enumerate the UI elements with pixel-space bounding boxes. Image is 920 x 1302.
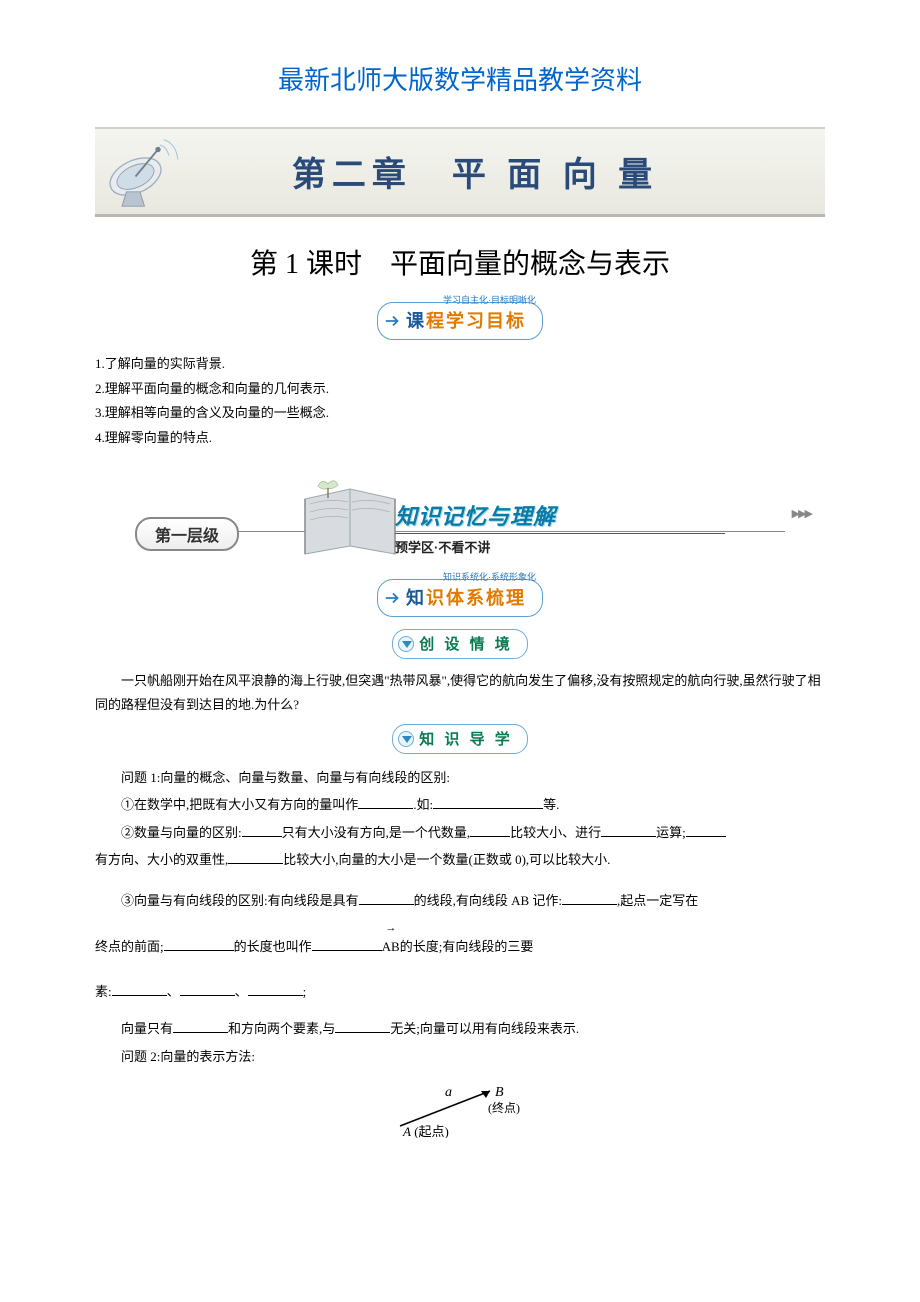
down-triangle-icon: [398, 731, 414, 747]
sub-header-1: 创 设 情 境: [95, 629, 825, 659]
fig-label-B: B: [495, 1085, 504, 1100]
goals-badge: 学习自主化·目标明晰化 课程学习目标: [95, 302, 825, 340]
tier-banner: ▶▶▶ 第一层级 知识记忆与理解 预学区·不看不讲: [95, 469, 825, 569]
objective-item: 3.理解相等向量的含义及向量的一些概念.: [95, 401, 825, 426]
q1-l4b: 的长度也叫作: [234, 939, 312, 954]
q1-l6a: 向量只有: [121, 1021, 173, 1036]
q1-l2d: 运算;: [656, 825, 686, 840]
q2-title: 问题 2:向量的表示方法:: [95, 1043, 825, 1070]
fig-end: (终点): [488, 1100, 520, 1115]
blank: [359, 892, 414, 905]
q1-l2c: 比较大小、进行: [510, 825, 601, 840]
q1-l2a: ②数量与向量的区别:: [95, 819, 242, 846]
book-icon: [290, 474, 410, 569]
question-1-line3: ③向量与有向线段的区别:有向线段是具有 的线段,有向线段 AB 记作: ,起点一定写…: [95, 887, 825, 914]
tier-right-title: 知识记忆与理解: [395, 499, 725, 531]
scenario-para: 一只帆船刚开始在风平浪静的海上行驶,但突遇"热带风暴",使得它的航向发生了偏移,…: [95, 669, 825, 718]
down-triangle-icon: [398, 636, 414, 652]
blank: [242, 824, 282, 837]
system-sup: 知识系统化·系统形象化: [443, 570, 536, 583]
q1-l2e: 有方向、大小的双重性,: [95, 852, 228, 867]
blank: [562, 892, 617, 905]
top-title: 最新北师大版数学精品教学资料: [95, 60, 825, 97]
blank: [248, 983, 303, 996]
blank: [686, 824, 726, 837]
fig-label-a: a: [445, 1085, 452, 1100]
q1-l6c: 无关;向量可以用有向线段来表示.: [390, 1021, 579, 1036]
goals-sup: 学习自主化·目标明晰化: [443, 293, 536, 306]
vector-figure: a B (终点) A (起点): [95, 1078, 825, 1143]
fig-start: A (起点): [402, 1124, 449, 1138]
system-main: 知识体系梳理: [406, 588, 526, 608]
lesson-title: 第 1 课时 平面向量的概念与表示: [95, 242, 825, 282]
q1-l4c: 的长度;有向线段的三要: [400, 939, 534, 954]
blank: [335, 1020, 390, 1033]
blank: [358, 796, 413, 809]
system-badge: 知识系统化·系统形象化 知识体系梳理: [95, 579, 825, 617]
q1-l3a: ③向量与有向线段的区别:有向线段是具有: [95, 887, 359, 914]
goals-pre: 课: [406, 311, 426, 331]
objective-item: 4.理解零向量的特点.: [95, 426, 825, 451]
arrow-icon: [384, 312, 402, 330]
vector-AB: AB: [382, 933, 400, 960]
q1-l4a: 终点的前面;: [95, 939, 164, 954]
objective-item: 2.理解平面向量的概念和向量的几何表示.: [95, 377, 825, 402]
question-1-line6: 向量只有 和方向两个要素,与 无关;向量可以用有向线段来表示. 问题 2:向量的表示…: [95, 1015, 825, 1070]
objectives-list: 1.了解向量的实际背景. 2.理解平面向量的概念和向量的几何表示. 3.理解相等…: [95, 352, 825, 451]
sub-header-2: 知 识 导 学: [95, 724, 825, 754]
q1-l2b: 只有大小没有方向,是一个代数量,: [282, 825, 471, 840]
blank: [470, 824, 510, 837]
goals-accent: 程学习目标: [426, 311, 526, 331]
q1-l2f: 比较大小,向量的大小是一个数量(正数或 0),可以比较大小.: [283, 852, 610, 867]
sub2-text: 知 识 导 学: [419, 731, 513, 748]
question-1-line5: 素:、、;: [95, 978, 825, 1005]
blank: [601, 824, 656, 837]
q1-l1a: ①在数学中,把既有大小又有方向的量叫作: [121, 797, 358, 812]
blank: [112, 983, 167, 996]
q1-l1c: 等.: [543, 797, 559, 812]
goals-main: 课程学习目标: [406, 311, 526, 331]
satellite-dish-icon: [95, 127, 185, 217]
arrow-icon: [384, 589, 402, 607]
system-accent: 识体系梳理: [426, 588, 526, 608]
objective-item: 1.了解向量的实际背景.: [95, 352, 825, 377]
question-1: 问题 1:向量的概念、向量与数量、向量与有向线段的区别: ①在数学中,把既有大小…: [95, 764, 825, 873]
sub1-text: 创 设 情 境: [419, 636, 513, 653]
tier-left-label: 第一层级: [135, 517, 239, 551]
question-1-line4: 终点的前面; 的长度也叫作 AB的长度;有向线段的三要: [95, 933, 825, 960]
q1-l1b: .如:: [413, 797, 433, 812]
q1-l5a: 素:: [95, 984, 112, 999]
blank: [173, 1020, 228, 1033]
blank: [312, 938, 382, 951]
tier-right-sub: 预学区·不看不讲: [395, 533, 725, 556]
chapter-title: 第二章 平 面 向 量: [185, 147, 825, 196]
blank: [164, 938, 234, 951]
tier-right: 知识记忆与理解 预学区·不看不讲: [395, 499, 725, 556]
q1-l6b: 和方向两个要素,与: [228, 1021, 335, 1036]
q1-l3c: ,起点一定写在: [617, 893, 698, 908]
triangle-deco-icon: ▶▶▶: [792, 507, 811, 520]
blank: [433, 796, 543, 809]
system-pre: 知: [406, 588, 426, 608]
q1-title: 问题 1:向量的概念、向量与数量、向量与有向线段的区别:: [95, 764, 825, 791]
q1-l3b: 的线段,有向线段 AB 记作:: [414, 893, 562, 908]
blank: [180, 983, 235, 996]
chapter-banner: 第二章 平 面 向 量: [95, 127, 825, 217]
blank: [228, 851, 283, 864]
